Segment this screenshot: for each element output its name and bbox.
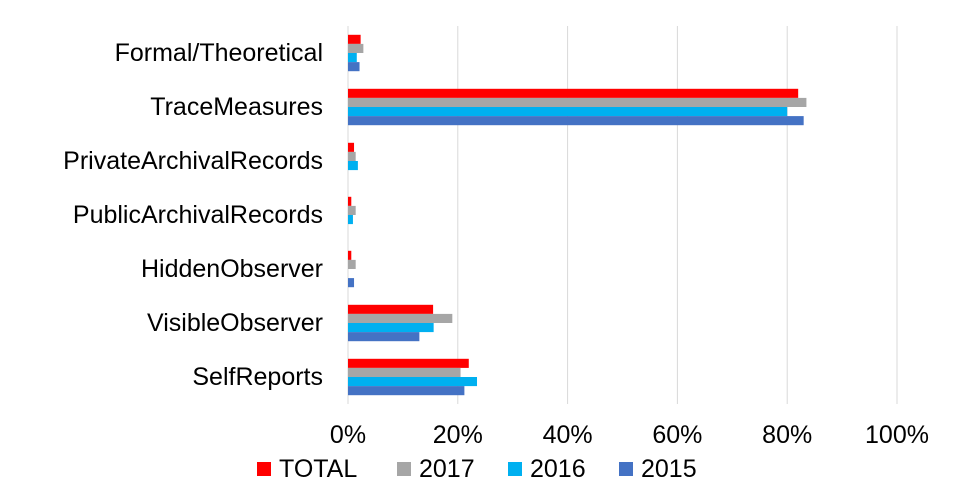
bar-selfreports-2016 [348, 377, 478, 387]
bar-publicarchivalrecords-2017 [348, 205, 356, 215]
category-label-privatearchivalrecords: PrivateArchivalRecords [63, 147, 323, 175]
bar-privatearchivalrecords-total [348, 142, 355, 152]
x-tick-label-80: 80% [762, 421, 812, 449]
bar-formal-theoretical-2017 [348, 43, 364, 53]
bars [348, 34, 807, 396]
bar-formal-theoretical-total [348, 34, 361, 44]
legend-swatch-2017 [397, 462, 411, 476]
bar-selfreports-2015 [348, 386, 465, 396]
bar-formal-theoretical-2015 [348, 62, 360, 72]
legend: TOTAL 2017 2016 2015 [257, 455, 697, 483]
bar-privatearchivalrecords-2016 [348, 161, 358, 171]
x-tick-label-0: 0% [330, 421, 366, 449]
bar-visibleobserver-2017 [348, 313, 453, 323]
x-tick-label-100: 100% [865, 421, 929, 449]
bar-privatearchivalrecords-2017 [348, 151, 356, 161]
category-label-publicarchivalrecords: PublicArchivalRecords [73, 201, 323, 229]
bar-tracemeasures-2015 [348, 116, 804, 126]
bar-tracemeasures-2016 [348, 107, 788, 117]
legend-label-2015: 2015 [641, 455, 697, 483]
bar-hiddenobserver-total [348, 250, 352, 260]
bar-formal-theoretical-2016 [348, 53, 357, 63]
x-tick-label-40: 40% [543, 421, 593, 449]
bar-tracemeasures-total [348, 88, 799, 98]
legend-label-2016: 2016 [530, 455, 586, 483]
x-tick-label-20: 20% [433, 421, 483, 449]
bar-tracemeasures-2017 [348, 97, 807, 107]
bar-publicarchivalrecords-total [348, 196, 352, 206]
x-tick-labels: 0% 20% 40% 60% 80% 100% [330, 421, 929, 449]
category-label-tracemeasures: TraceMeasures [150, 93, 323, 121]
legend-label-total: TOTAL [279, 455, 357, 483]
category-label-selfreports: SelfReports [192, 363, 323, 391]
bar-selfreports-2017 [348, 367, 461, 377]
bar-hiddenobserver-2015 [348, 278, 355, 288]
legend-swatch-2015 [619, 462, 633, 476]
legend-swatch-total [257, 462, 271, 476]
legend-label-2017: 2017 [419, 455, 475, 483]
bar-publicarchivalrecords-2016 [348, 215, 353, 225]
bar-selfreports-total [348, 358, 469, 368]
bar-visibleobserver-total [348, 304, 434, 314]
bar-hiddenobserver-2017 [348, 259, 356, 269]
legend-swatch-2016 [508, 462, 522, 476]
category-label-visibleobserver: VisibleObserver [147, 309, 323, 337]
category-label-hiddenobserver: HiddenObserver [141, 255, 323, 283]
category-label-formal-theoretical: Formal/Theoretical [115, 39, 323, 67]
bar-visibleobserver-2016 [348, 323, 434, 333]
x-tick-label-60: 60% [652, 421, 702, 449]
bar-visibleobserver-2015 [348, 332, 420, 342]
gridlines [347, 26, 898, 404]
category-labels: Formal/Theoretical TraceMeasures PrivateAr… [63, 39, 323, 391]
